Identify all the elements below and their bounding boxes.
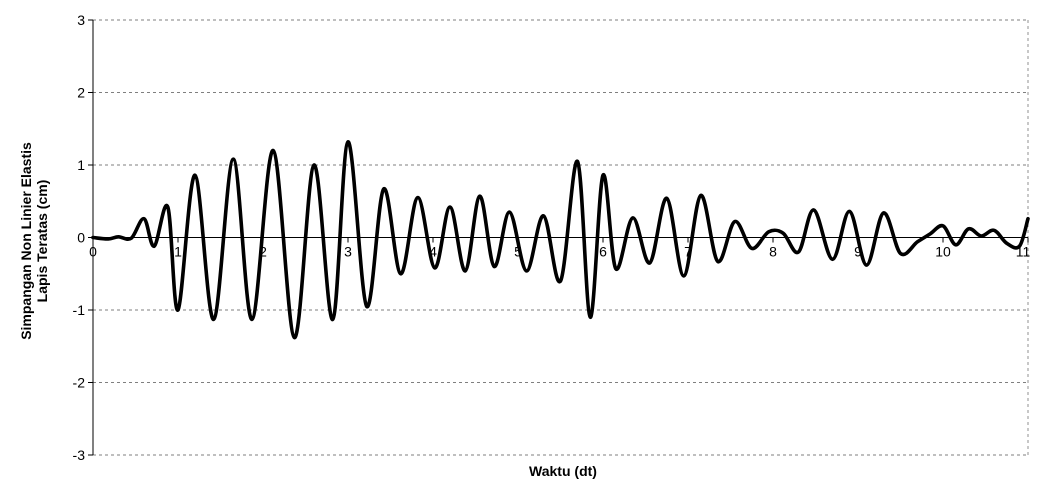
y-axis-title: Simpangan Non Linier Elastis Lapis Terat… xyxy=(18,142,50,340)
x-tick-label: 2 xyxy=(259,244,267,260)
y-tick-label: -3 xyxy=(73,447,86,463)
y-tick-labels: 3 2 1 0 -1 -2 -3 xyxy=(73,12,86,463)
y-axis-title-line-2: Lapis Teratas (cm) xyxy=(34,180,50,303)
x-tick-label: 5 xyxy=(514,244,522,260)
x-axis-title: Waktu (dt) xyxy=(529,463,597,479)
x-tick-label: 4 xyxy=(429,244,437,260)
x-tick-label: 3 xyxy=(344,244,352,260)
y-tick-label: 3 xyxy=(77,12,85,28)
x-tick-label: 10 xyxy=(935,244,951,260)
series-line xyxy=(91,139,1030,340)
x-tick-label: 6 xyxy=(599,244,607,260)
x-tick-label: 7 xyxy=(684,244,692,260)
x-tick-label: 0 xyxy=(89,244,97,260)
x-tick-label: 8 xyxy=(769,244,777,260)
y-tick-label: 1 xyxy=(77,157,85,173)
y-tick-label: 2 xyxy=(77,85,85,101)
x-tick-label: 1 xyxy=(174,244,182,260)
x-tick-labels: 0 1 2 3 4 5 6 7 8 9 10 11 xyxy=(89,244,1030,260)
y-tick-label: -2 xyxy=(73,375,86,391)
y-axis-title-line-1: Simpangan Non Linier Elastis xyxy=(18,142,34,340)
y-tick-label: -1 xyxy=(73,302,86,318)
y-tick-label: 0 xyxy=(77,230,85,246)
x-tick-label: 9 xyxy=(854,244,862,260)
x-tick-label: 11 xyxy=(1016,244,1031,260)
